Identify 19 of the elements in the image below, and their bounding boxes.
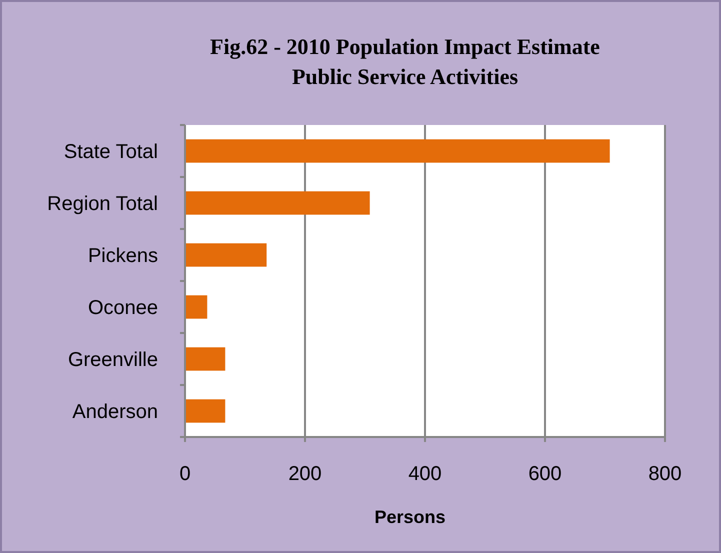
x-tick-label: 800 [648, 463, 682, 485]
bar [185, 191, 370, 215]
chart-title: Fig.62 - 2010 Population Impact Estimate Public Service Activities [210, 34, 600, 89]
bar [185, 399, 226, 423]
bar [185, 347, 226, 371]
y-tick-label: Greenville [68, 349, 158, 371]
x-tick-label: 600 [528, 463, 562, 485]
bar [185, 243, 267, 267]
bar [185, 139, 610, 163]
y-tick-label: Pickens [88, 245, 158, 267]
y-tick-label: Oconee [88, 297, 158, 319]
y-tick-label: Region Total [47, 193, 158, 215]
x-tick-label: 200 [288, 463, 322, 485]
bar [185, 295, 208, 319]
y-tick-label: State Total [64, 141, 158, 163]
x-axis-title: Persons [374, 507, 446, 527]
x-tick-label: 400 [408, 463, 442, 485]
y-tick-label: Anderson [72, 401, 158, 423]
x-tick-label: 0 [179, 463, 191, 485]
